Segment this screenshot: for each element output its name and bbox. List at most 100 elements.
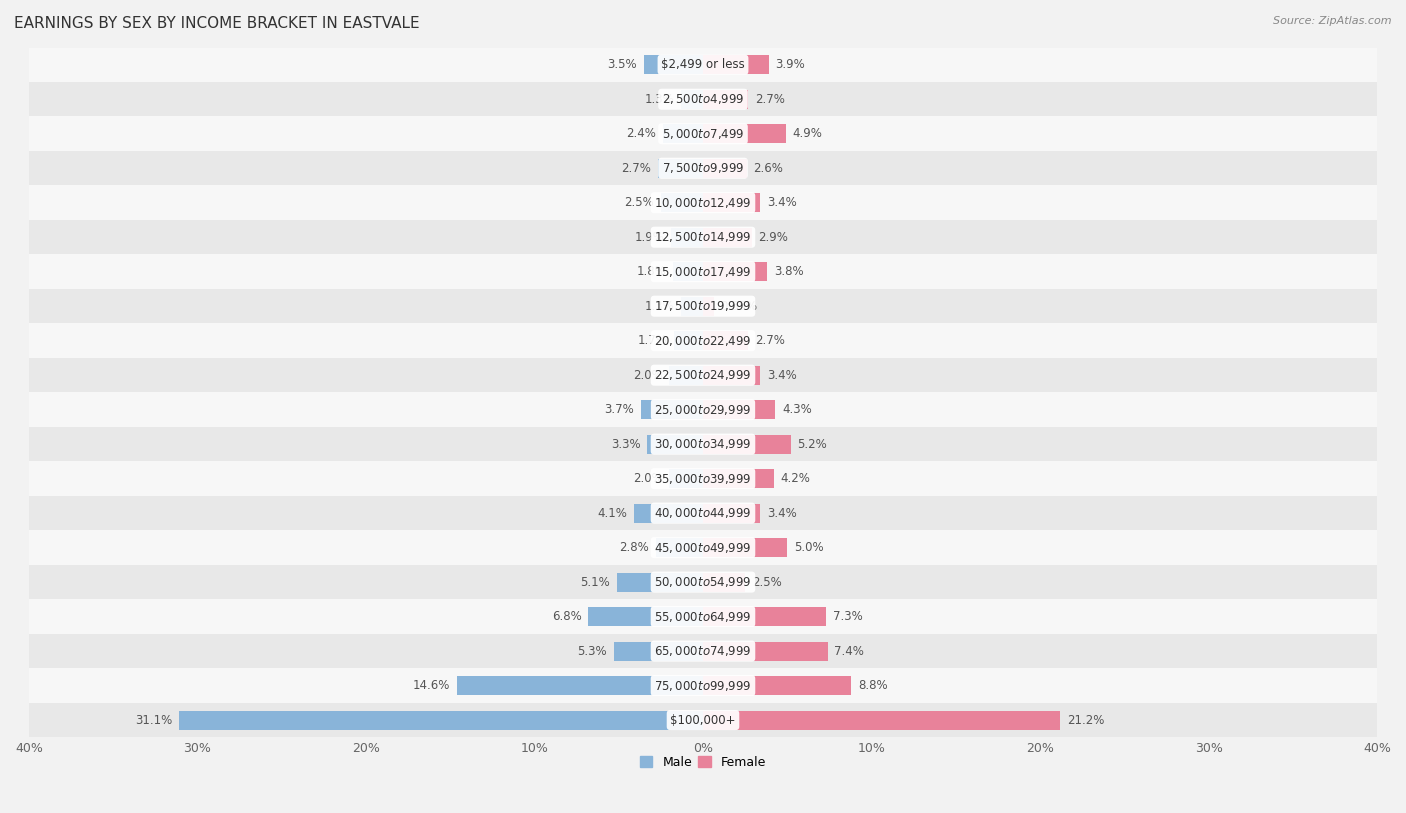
Text: 2.7%: 2.7% [621, 162, 651, 175]
Bar [30, 254, 1376, 289]
Text: 1.7%: 1.7% [638, 334, 668, 347]
Bar [661, 193, 703, 212]
Text: 2.8%: 2.8% [619, 541, 650, 554]
Text: 1.3%: 1.3% [644, 300, 675, 313]
Text: 3.4%: 3.4% [768, 196, 797, 209]
Text: $55,000 to $64,999: $55,000 to $64,999 [654, 610, 752, 624]
Bar [30, 599, 1376, 634]
Text: 7.3%: 7.3% [832, 610, 862, 623]
Bar [30, 393, 1376, 427]
Text: $12,500 to $14,999: $12,500 to $14,999 [654, 230, 752, 244]
Bar [30, 702, 1376, 737]
Bar [669, 366, 703, 385]
Bar [655, 538, 703, 557]
Text: 14.6%: 14.6% [413, 679, 450, 692]
Bar [703, 607, 825, 626]
Bar [30, 462, 1376, 496]
Bar [30, 47, 1376, 82]
Bar [30, 427, 1376, 462]
Text: 2.4%: 2.4% [626, 128, 655, 140]
Bar [179, 711, 703, 729]
Text: $30,000 to $34,999: $30,000 to $34,999 [654, 437, 752, 451]
Bar [703, 400, 776, 420]
Text: 1.9%: 1.9% [634, 231, 664, 244]
Bar [30, 565, 1376, 599]
Bar [703, 331, 748, 350]
Bar [634, 503, 703, 523]
Text: 2.7%: 2.7% [755, 93, 785, 106]
Bar [613, 641, 703, 660]
Text: 3.9%: 3.9% [776, 59, 806, 72]
Text: 3.4%: 3.4% [768, 506, 797, 520]
Text: 5.1%: 5.1% [581, 576, 610, 589]
Bar [703, 641, 828, 660]
Bar [703, 538, 787, 557]
Bar [30, 116, 1376, 151]
Text: 5.3%: 5.3% [578, 645, 607, 658]
Bar [703, 124, 786, 143]
Text: 4.1%: 4.1% [598, 506, 627, 520]
Bar [703, 711, 1060, 729]
Bar [30, 151, 1376, 185]
Text: 1.3%: 1.3% [644, 93, 675, 106]
Text: 8.8%: 8.8% [858, 679, 887, 692]
Bar [30, 220, 1376, 254]
Text: $2,499 or less: $2,499 or less [661, 59, 745, 72]
Bar [672, 263, 703, 281]
Text: 3.5%: 3.5% [607, 59, 637, 72]
Text: $15,000 to $17,499: $15,000 to $17,499 [654, 265, 752, 279]
Text: $75,000 to $99,999: $75,000 to $99,999 [654, 679, 752, 693]
Legend: Male, Female: Male, Female [640, 756, 766, 769]
Text: 1.8%: 1.8% [636, 265, 666, 278]
Text: 31.1%: 31.1% [135, 714, 172, 727]
Text: Source: ZipAtlas.com: Source: ZipAtlas.com [1274, 16, 1392, 26]
Bar [703, 193, 761, 212]
Text: 6.8%: 6.8% [553, 610, 582, 623]
Text: $7,500 to $9,999: $7,500 to $9,999 [662, 161, 744, 176]
Text: 5.2%: 5.2% [797, 437, 827, 450]
Text: $5,000 to $7,499: $5,000 to $7,499 [662, 127, 744, 141]
Text: $45,000 to $49,999: $45,000 to $49,999 [654, 541, 752, 554]
Bar [641, 400, 703, 420]
Text: $2,500 to $4,999: $2,500 to $4,999 [662, 92, 744, 107]
Bar [647, 435, 703, 454]
Text: $40,000 to $44,999: $40,000 to $44,999 [654, 506, 752, 520]
Text: $65,000 to $74,999: $65,000 to $74,999 [654, 644, 752, 658]
Bar [30, 324, 1376, 358]
Text: $35,000 to $39,999: $35,000 to $39,999 [654, 472, 752, 485]
Bar [681, 297, 703, 315]
Text: 2.0%: 2.0% [633, 368, 662, 381]
Text: 2.5%: 2.5% [624, 196, 654, 209]
Text: $20,000 to $22,499: $20,000 to $22,499 [654, 333, 752, 348]
Bar [457, 676, 703, 695]
Text: 2.9%: 2.9% [759, 231, 789, 244]
Bar [30, 496, 1376, 530]
Text: $17,500 to $19,999: $17,500 to $19,999 [654, 299, 752, 313]
Text: 0.65%: 0.65% [721, 300, 758, 313]
Bar [703, 503, 761, 523]
Bar [658, 159, 703, 178]
Bar [30, 358, 1376, 393]
Bar [669, 469, 703, 488]
Text: 2.7%: 2.7% [755, 334, 785, 347]
Bar [703, 435, 790, 454]
Bar [30, 82, 1376, 116]
Bar [703, 676, 851, 695]
Bar [703, 469, 773, 488]
Bar [703, 89, 748, 109]
Bar [644, 55, 703, 74]
Bar [703, 55, 769, 74]
Bar [703, 263, 768, 281]
Bar [617, 572, 703, 592]
Bar [703, 228, 752, 246]
Text: $50,000 to $54,999: $50,000 to $54,999 [654, 575, 752, 589]
Text: 4.3%: 4.3% [782, 403, 811, 416]
Bar [30, 530, 1376, 565]
Bar [675, 331, 703, 350]
Text: 2.5%: 2.5% [752, 576, 782, 589]
Bar [703, 366, 761, 385]
Text: 4.2%: 4.2% [780, 472, 810, 485]
Text: $22,500 to $24,999: $22,500 to $24,999 [654, 368, 752, 382]
Bar [703, 159, 747, 178]
Bar [681, 89, 703, 109]
